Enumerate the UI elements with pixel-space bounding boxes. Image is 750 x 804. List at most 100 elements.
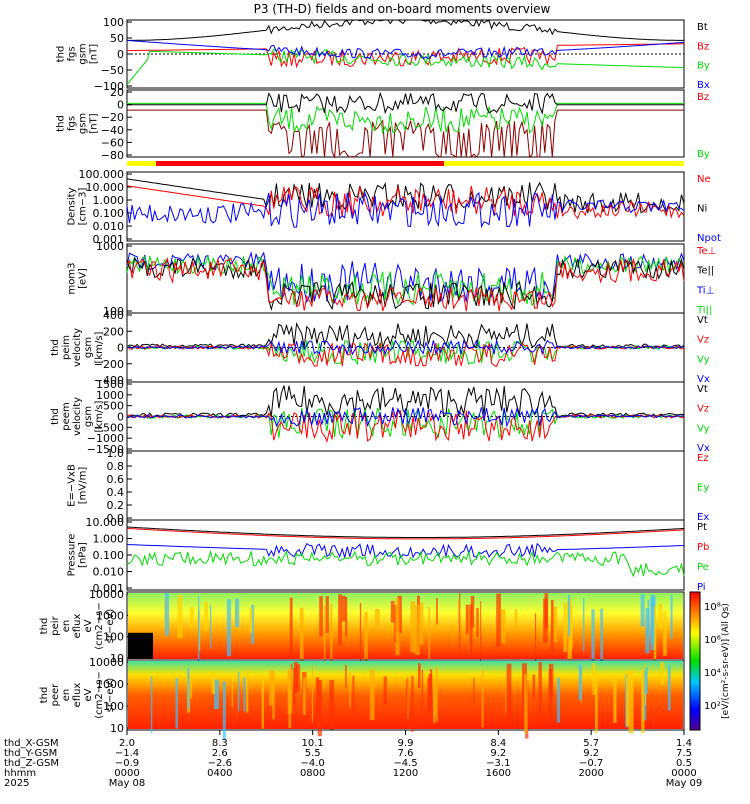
spectrogram-streak [500, 609, 506, 644]
spectrogram-streak [187, 668, 190, 710]
spectrogram-streak [556, 677, 561, 723]
y-tick-label: 0.6 [107, 473, 125, 486]
y-axis-label: Density [67, 187, 78, 225]
spectrogram-streak [653, 606, 657, 664]
y-tick-label: 1000 [96, 678, 124, 691]
y-axis-label: [cm−3] [78, 188, 89, 226]
spectrogram-streak [234, 598, 240, 628]
colorbar-scale [689, 591, 701, 731]
panel-frame [126, 243, 685, 314]
spectrogram-streak [214, 679, 219, 709]
spectrogram-streak [211, 671, 215, 694]
legend-label: By [697, 149, 710, 160]
ephemeris-value: −3.1 [486, 758, 510, 769]
spectrogram-streak [311, 665, 314, 723]
series-pt [126, 526, 685, 538]
spectrogram-streak [364, 611, 368, 665]
legend-label: Ne [697, 174, 711, 185]
series-te-par [126, 256, 685, 312]
y-axis-label: eflux [72, 683, 83, 708]
spectrogram-streak [428, 674, 433, 716]
ephemeris-value: 1.4 [676, 738, 692, 749]
spectrogram-streak [359, 602, 362, 664]
y-tick-label: 0 [117, 411, 124, 424]
spectrogram-streak [231, 673, 233, 708]
spectrogram-streak [323, 605, 326, 665]
ephemeris-value: 7.6 [398, 748, 414, 759]
series-npot [126, 191, 685, 229]
y-tick-label: 0.100 [93, 207, 125, 220]
ephemeris-value: 1600 [486, 768, 511, 779]
ephemeris-value: 9.9 [398, 738, 414, 749]
series-vx [126, 339, 685, 356]
spectrogram-streak [548, 669, 552, 721]
spectrogram-streak [261, 676, 264, 730]
y-axis-label: sr−eV) [105, 609, 116, 644]
spectrogram-streak [299, 607, 304, 666]
y-axis-label: thd [56, 115, 67, 132]
spectrogram-streak [269, 670, 275, 706]
spectrogram-streak [625, 671, 629, 726]
y-tick-label: 0.0 [107, 512, 125, 525]
spectrogram-streak [563, 602, 567, 652]
series-by [127, 102, 684, 135]
y-tick-label: 200 [103, 325, 124, 338]
y-tick-label: 10000 [89, 588, 124, 601]
legend-label: Vt [697, 315, 708, 326]
y-axis-label: fgs [67, 116, 78, 131]
y-axis-label: thd [56, 46, 67, 63]
y-tick-label: −1500 [87, 443, 124, 456]
legend-label: Vt [697, 384, 708, 395]
y-tick-label: 50 [110, 32, 124, 45]
ephemeris-value: 8.3 [212, 738, 228, 749]
ephemeris-value: −2.6 [208, 758, 232, 769]
y-tick-label: 10.000 [86, 516, 125, 529]
y-axis-label: [km/s] [94, 331, 105, 363]
y-tick-label: 100.000 [79, 168, 125, 181]
ephemeris-value: 5.5 [305, 748, 321, 759]
spectrogram-streak [480, 601, 482, 662]
spectrogram-streak [349, 672, 351, 708]
spectrogram-streak [338, 594, 342, 646]
ephemeris-value: 9.2 [490, 748, 506, 759]
y-axis-label: thd [39, 687, 50, 704]
legend-label: Vz [697, 404, 709, 415]
y-tick-label: 10 [110, 722, 124, 735]
spectrogram-streak [469, 604, 473, 655]
y-axis-label: en [61, 620, 72, 633]
legend-label: Ex [697, 512, 709, 523]
spectrogram-streak [459, 593, 461, 652]
y-tick-label: 0.4 [107, 486, 125, 499]
spectrogram-streak [204, 601, 208, 632]
spectrogram-streak [421, 669, 424, 726]
spectrogram-streak [468, 607, 470, 654]
y-axis-label: [eV] [78, 268, 89, 289]
spectrogram-streak [435, 667, 438, 722]
spectrogram-streak [592, 663, 596, 695]
series-te-perp [126, 257, 685, 312]
y-tick-label: −80 [101, 149, 124, 162]
y-axis-label: mom3 [67, 263, 78, 295]
ephemeris-row-label: 2025 [4, 778, 29, 789]
legend-label: By [697, 61, 710, 72]
ephemeris-row-label: thd_Y-GSM [4, 748, 57, 759]
y-tick-label: −50 [101, 64, 124, 77]
panel-1: 100 50 0 −50 −100 thd fgs gsm [nT] Bt Bz By Bx [56, 16, 710, 93]
spectrogram-streak [436, 597, 438, 625]
ephemeris-value: May 09 [666, 778, 703, 789]
ephemeris-value: 8.4 [490, 738, 506, 749]
spectrogram-streak [302, 676, 306, 716]
series-vt [126, 385, 685, 418]
ephemeris-value: 7.5 [676, 748, 692, 759]
ephemeris-value: 2.6 [212, 748, 228, 759]
y-axis-label: [km/s] [94, 400, 105, 432]
legend-label: Ti⊥ [696, 285, 714, 296]
y-axis-label: eV [83, 688, 94, 701]
spectrogram-streak [319, 596, 323, 637]
spectrogram-streak [667, 664, 671, 711]
ephemeris-row-label: thd_Z-GSM [4, 758, 59, 769]
spectrogram-streak [375, 609, 380, 631]
